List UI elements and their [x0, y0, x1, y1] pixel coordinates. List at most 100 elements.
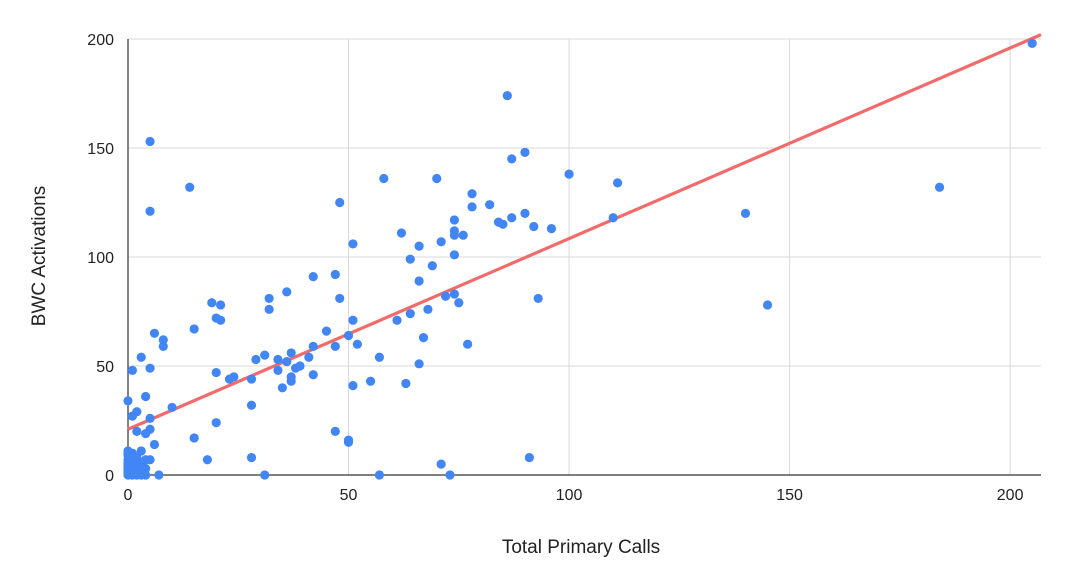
- data-point: [136, 446, 146, 456]
- data-point: [321, 326, 332, 336]
- data-point: [449, 230, 459, 240]
- data-point: [211, 418, 221, 428]
- data-point: [533, 293, 543, 304]
- data-point: [216, 315, 226, 325]
- data-point: [529, 221, 539, 232]
- data-point: [762, 300, 773, 310]
- data-point: [449, 289, 459, 299]
- y-tick-label: 100: [87, 250, 114, 267]
- data-point: [379, 173, 389, 184]
- data-point: [612, 178, 623, 188]
- data-point: [158, 341, 168, 351]
- x-axis-title: Total Primary Calls: [502, 537, 660, 558]
- data-point: [348, 381, 358, 391]
- data-point: [564, 169, 574, 179]
- data-point: [246, 452, 257, 463]
- x-tick-label: 100: [556, 487, 583, 504]
- data-point: [454, 298, 464, 308]
- data-point: [498, 219, 508, 229]
- data-point: [520, 147, 530, 157]
- data-point: [264, 304, 274, 314]
- data-point: [145, 136, 155, 147]
- data-point: [449, 250, 459, 260]
- y-tick-label: 200: [87, 32, 114, 49]
- data-point: [145, 424, 155, 434]
- data-point: [132, 426, 142, 436]
- data-point: [260, 350, 270, 360]
- data-point: [141, 470, 151, 480]
- data-point: [189, 433, 199, 443]
- data-point: [308, 370, 318, 380]
- data-point: [141, 391, 151, 402]
- data-point: [282, 287, 292, 297]
- data-point: [277, 383, 287, 393]
- data-point: [145, 455, 155, 465]
- data-point: [246, 374, 257, 384]
- data-point: [374, 352, 385, 362]
- data-point: [348, 239, 358, 249]
- data-point: [524, 452, 534, 463]
- data-point: [154, 470, 164, 480]
- data-point: [207, 298, 217, 308]
- data-point: [365, 376, 376, 386]
- data-point: [149, 439, 160, 450]
- data-point: [308, 272, 318, 282]
- data-point: [934, 182, 945, 192]
- data-point: [343, 437, 354, 447]
- tick-labels: 0 50 100 150 200 0 50 100 150 200: [87, 32, 1023, 504]
- data-point: [330, 341, 340, 351]
- data-point: [374, 470, 385, 480]
- y-tick-label: 150: [87, 141, 114, 158]
- data-point: [264, 293, 274, 304]
- data-point: [335, 293, 345, 304]
- data-point: [458, 230, 468, 240]
- data-point: [127, 365, 138, 375]
- data-point: [740, 208, 751, 218]
- data-point: [132, 407, 142, 417]
- data-point: [167, 402, 177, 413]
- data-point: [485, 200, 495, 210]
- data-point: [295, 361, 305, 371]
- data-points: [123, 38, 1037, 480]
- data-point: [251, 354, 261, 365]
- data-point: [440, 291, 451, 301]
- data-point: [145, 363, 155, 373]
- data-point: [396, 228, 407, 238]
- data-point: [1027, 38, 1037, 48]
- data-point: [286, 348, 296, 358]
- data-point: [273, 354, 283, 365]
- data-point: [216, 300, 226, 310]
- data-point: [401, 378, 411, 389]
- data-point: [141, 463, 151, 474]
- data-point: [449, 215, 459, 225]
- data-point: [149, 328, 160, 338]
- y-tick-label: 0: [105, 468, 114, 485]
- data-point: [189, 324, 199, 334]
- data-point: [282, 357, 292, 367]
- data-point: [123, 396, 133, 406]
- data-point: [467, 202, 477, 212]
- data-point: [436, 459, 446, 469]
- data-point: [330, 426, 340, 436]
- data-point: [414, 276, 424, 286]
- data-point: [432, 173, 442, 184]
- data-point: [343, 330, 354, 341]
- data-point: [145, 206, 155, 216]
- data-point: [445, 470, 455, 480]
- y-tick-label: 50: [96, 359, 114, 376]
- data-point: [507, 213, 517, 223]
- data-point: [405, 254, 415, 264]
- data-point: [211, 367, 221, 378]
- data-point: [502, 91, 512, 101]
- data-point: [202, 455, 212, 465]
- gridlines: [128, 38, 1041, 475]
- data-point: [335, 197, 345, 208]
- data-point: [273, 365, 283, 375]
- data-point: [158, 335, 168, 345]
- data-point: [145, 413, 155, 423]
- data-point: [330, 269, 340, 280]
- data-point: [414, 359, 424, 369]
